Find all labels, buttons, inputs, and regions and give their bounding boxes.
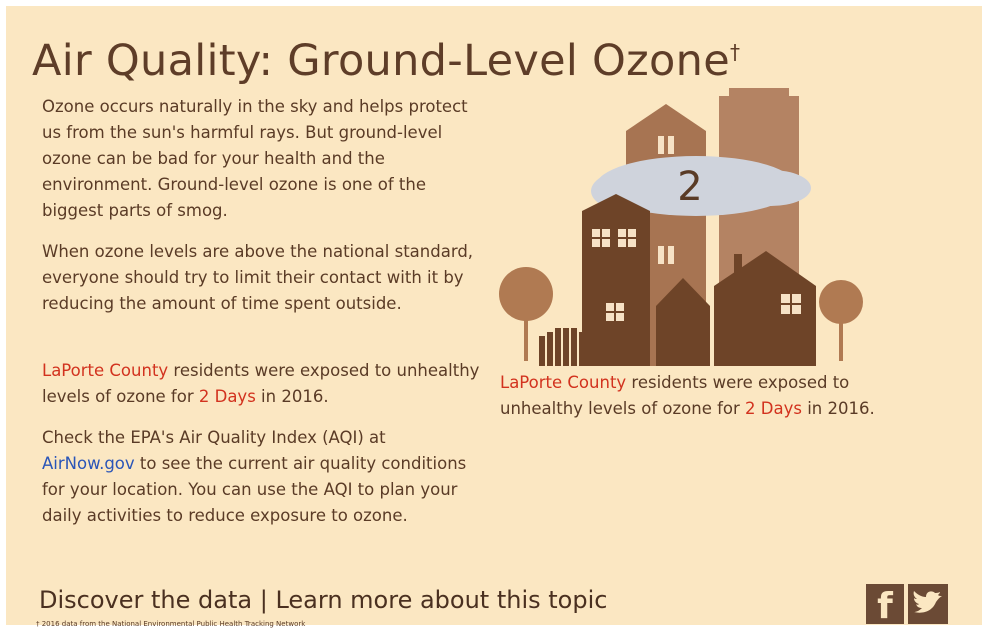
separator: | — [259, 586, 268, 614]
facebook-button[interactable] — [866, 584, 904, 624]
text: residents were exposed to unhealthy leve… — [42, 361, 480, 406]
facebook-icon: f — [877, 586, 893, 624]
infographic: Air Quality: Ground-Level Ozone† Ozone o… — [6, 6, 982, 628]
twitter-bird — [913, 591, 942, 613]
learn-link[interactable]: Learn more about this topic — [275, 586, 608, 614]
text: in 2016. — [255, 387, 329, 406]
paragraph: Check the EPA's Air Quality Index (AQI) … — [42, 425, 482, 529]
social-icons: f — [866, 584, 948, 624]
county: LaPorte County — [500, 373, 627, 392]
footnote: † 2016 data from the National Environmen… — [36, 620, 306, 628]
paragraph: LaPorte County residents were exposed to… — [42, 358, 482, 410]
paragraph: When ozone levels are above the national… — [42, 242, 474, 313]
paragraph: Ozone occurs naturally in the sky and he… — [42, 97, 468, 220]
days: 2 Days — [198, 387, 256, 406]
airnow-link[interactable]: AirNow.gov — [42, 454, 135, 473]
discover-link[interactable]: Discover the data — [39, 586, 253, 614]
days: 2 Days — [745, 399, 802, 418]
caption: LaPorte County residents were exposed to… — [500, 370, 900, 422]
text: Check the EPA's Air Quality Index (AQI) … — [42, 428, 386, 447]
footer-links: Discover the data | Learn more about thi… — [39, 586, 607, 614]
illustration: 2 — [499, 88, 863, 366]
title: Air Quality: Ground-Level Ozone† — [32, 36, 740, 86]
text: in 2016. — [801, 399, 875, 418]
text: residents were exposed to unhealthy leve… — [500, 373, 850, 418]
badge: 2 — [677, 164, 702, 210]
title-mark: † — [729, 40, 741, 64]
text: to see the current air quality condition… — [42, 454, 467, 525]
county: LaPorte County — [42, 361, 169, 380]
title-text: Air Quality: Ground-Level Ozone — [32, 36, 730, 86]
